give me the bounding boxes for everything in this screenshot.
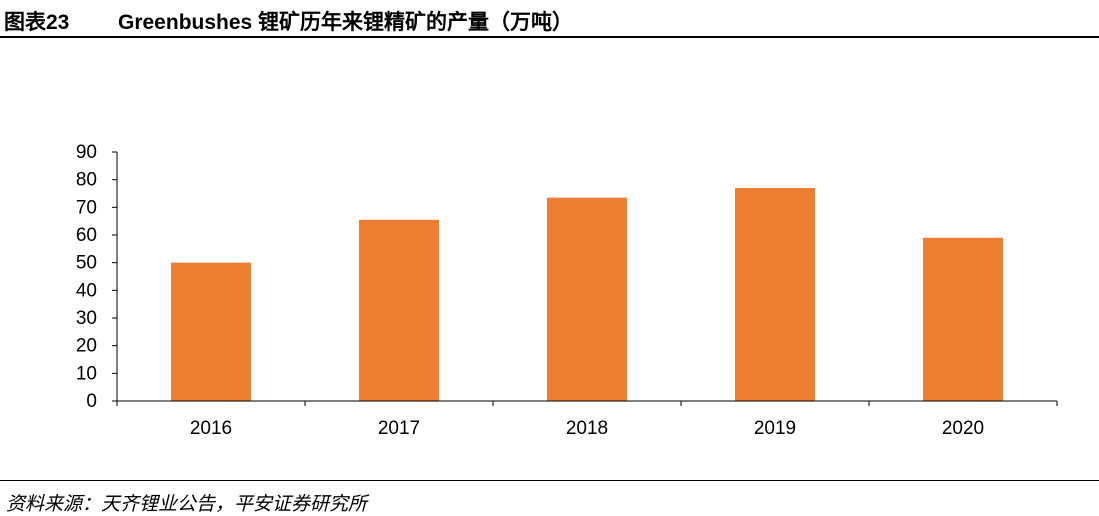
- y-tick-label: 70: [76, 197, 97, 218]
- y-axis-ticks: 0 10 20 30 40 50 60 70 80 90: [76, 142, 117, 412]
- bar-chart: 0 10 20 30 40 50 60 70 80 90 2016 2017 2018 2019 2020: [76, 142, 1058, 439]
- bars: [171, 187, 1003, 401]
- source-note: 资料来源：天齐锂业公告，平安证券研究所: [6, 494, 368, 515]
- y-tick-label: 60: [76, 225, 97, 246]
- figure-header: 图表23 Greenbushes 锂矿历年来锂精矿的产量（万吨）: [0, 0, 1099, 38]
- bar-2016: [171, 262, 251, 401]
- figure-label: 图表23: [4, 11, 70, 34]
- footer-divider: [0, 480, 1099, 481]
- chart-title: Greenbushes 锂矿历年来锂精矿的产量（万吨）: [118, 11, 574, 34]
- y-tick-label: 80: [76, 170, 97, 191]
- bar-2019: [735, 187, 815, 401]
- x-axis-ticks: 2016 2017 2018 2019 2020: [116, 401, 1058, 439]
- x-tick-label: 2017: [378, 418, 420, 439]
- x-tick-label: 2019: [754, 418, 796, 439]
- x-tick-label: 2016: [190, 418, 232, 439]
- bar-2017: [359, 219, 439, 401]
- y-tick-label: 50: [76, 253, 97, 274]
- y-tick-label: 90: [76, 142, 97, 163]
- x-tick-label: 2018: [566, 418, 608, 439]
- y-tick-label: 40: [76, 280, 97, 301]
- bar-2018: [547, 197, 627, 401]
- y-tick-label: 10: [76, 363, 97, 384]
- y-tick-label: 20: [76, 336, 97, 357]
- x-tick-label: 2020: [942, 418, 984, 439]
- y-tick-label: 0: [86, 391, 97, 412]
- bar-2020: [923, 237, 1003, 401]
- y-tick-label: 30: [76, 308, 97, 329]
